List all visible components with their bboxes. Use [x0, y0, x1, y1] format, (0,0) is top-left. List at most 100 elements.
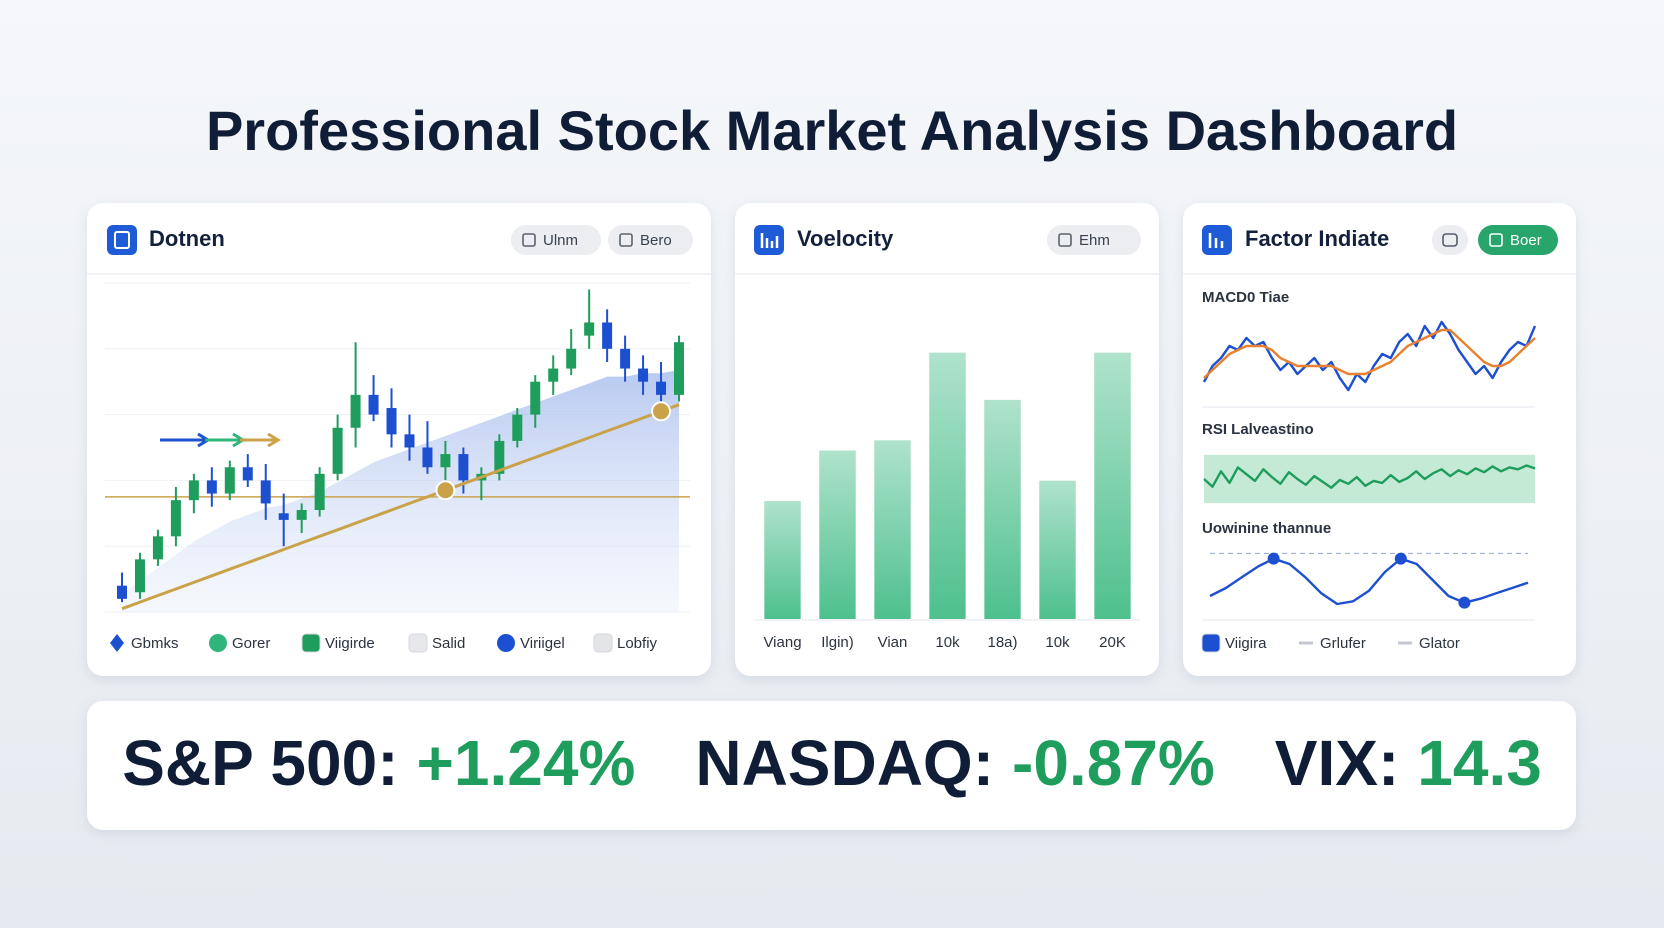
candle-body [530, 381, 541, 415]
series-marker [1394, 552, 1407, 565]
panel-title: Factor Indiate [1245, 226, 1389, 251]
ticker: S&P 500: +1.24% NASDAQ: -0.87% VIX: 14.3 [122, 727, 1542, 799]
x-tick-label: Ilgin) [821, 634, 854, 651]
ticker-card [87, 701, 1576, 830]
candle-body [350, 394, 361, 428]
ticker-value: 14.3 [1417, 727, 1542, 799]
band [1204, 454, 1535, 504]
candle-body [314, 473, 325, 511]
series-marker [1267, 552, 1280, 565]
panel-title: Dotnen [149, 226, 225, 251]
button-icon [522, 233, 536, 247]
legend-marker [593, 633, 613, 653]
icon-button[interactable] [1432, 225, 1468, 255]
candle-body [386, 408, 397, 435]
ticker-label: S&P 500: [122, 727, 398, 799]
bar-shine [764, 501, 801, 619]
candle-body [332, 427, 343, 474]
legend-label: Viriigel [520, 635, 565, 652]
subchart-title: RSI Lalveastino [1202, 421, 1314, 438]
candle-body [152, 536, 163, 560]
candle-body [458, 454, 469, 481]
candle-body [512, 414, 523, 441]
candle-body [404, 434, 415, 448]
candle-body [566, 348, 577, 369]
candle-body [494, 440, 505, 474]
series-line [1203, 464, 1536, 489]
button[interactable] [608, 225, 693, 255]
candle-body [620, 348, 631, 369]
candle-body [117, 585, 127, 599]
ticker-value: +1.24% [417, 727, 636, 799]
bar-shine [1094, 352, 1131, 619]
button-icon [1489, 233, 1503, 247]
x-tick-label: 20K [1099, 634, 1126, 651]
ticker-label: VIX: [1275, 727, 1399, 799]
series-line [1202, 320, 1537, 392]
candle-body [368, 394, 379, 415]
button-label[interactable]: Bero [640, 232, 672, 249]
average-line [121, 367, 680, 594]
button-label[interactable]: Ulnm [543, 232, 578, 249]
candle-body [674, 342, 684, 395]
candle-body [170, 500, 181, 537]
button-label[interactable]: Ehm [1079, 232, 1110, 249]
legend-label: Viigirde [325, 635, 375, 652]
x-tick-label: 10k [1045, 634, 1070, 651]
candle-body [422, 447, 433, 468]
button[interactable] [1478, 225, 1558, 255]
bar-shine [984, 399, 1021, 619]
trend-marker [435, 480, 456, 501]
legend-marker [301, 633, 321, 653]
candle-body [224, 467, 235, 494]
candle-body [638, 368, 649, 382]
candle-body [602, 322, 613, 349]
legend-label: Grlufer [1320, 635, 1366, 652]
legend-marker [497, 634, 515, 652]
candle-body [296, 510, 307, 520]
button[interactable] [1047, 225, 1141, 255]
candle-body [548, 368, 559, 382]
candle-body [134, 559, 145, 593]
button-icon [1058, 233, 1072, 247]
dividers [87, 273, 1576, 621]
trend-line [121, 403, 680, 611]
bar-shine [874, 440, 911, 619]
legend-label: Viigira [1225, 635, 1267, 652]
ticker-label: NASDAQ: [695, 727, 994, 799]
legend-marker [408, 633, 428, 653]
button-icon [619, 233, 633, 247]
legend-label: Gbmks [131, 635, 179, 652]
candle-body [206, 480, 217, 494]
panel-title: Voelocity [797, 226, 894, 251]
legend-label: Gorer [232, 635, 270, 652]
x-tick-label: 10k [935, 634, 960, 651]
candle-body [656, 381, 667, 395]
series-marker [1458, 596, 1471, 609]
candle-body [242, 467, 253, 481]
ticker-value: -0.87% [1012, 727, 1215, 799]
legend-marker [110, 634, 124, 652]
bar-shine [929, 352, 966, 619]
legend-marker [1201, 633, 1221, 653]
candle-body [188, 480, 199, 501]
subchart-title: Uowinine thannue [1202, 520, 1331, 537]
x-tick-label: Vian [878, 634, 908, 651]
x-tick-label: 18a) [987, 634, 1017, 651]
panel-icons [107, 225, 1468, 255]
x-tick-label: Viang [763, 634, 801, 651]
legend-label: Salid [432, 635, 465, 652]
bar-shine [1039, 480, 1076, 619]
button[interactable] [511, 225, 601, 255]
subchart-title: MACD0 Tiae [1202, 289, 1289, 306]
candle-body [440, 454, 451, 468]
legend-marker [209, 634, 227, 652]
card [1183, 203, 1576, 676]
button-label[interactable]: Boer [1510, 232, 1542, 249]
legend-label: Glator [1419, 635, 1460, 652]
arrows [160, 432, 281, 448]
candle-body [278, 513, 289, 520]
average-area [122, 368, 679, 612]
